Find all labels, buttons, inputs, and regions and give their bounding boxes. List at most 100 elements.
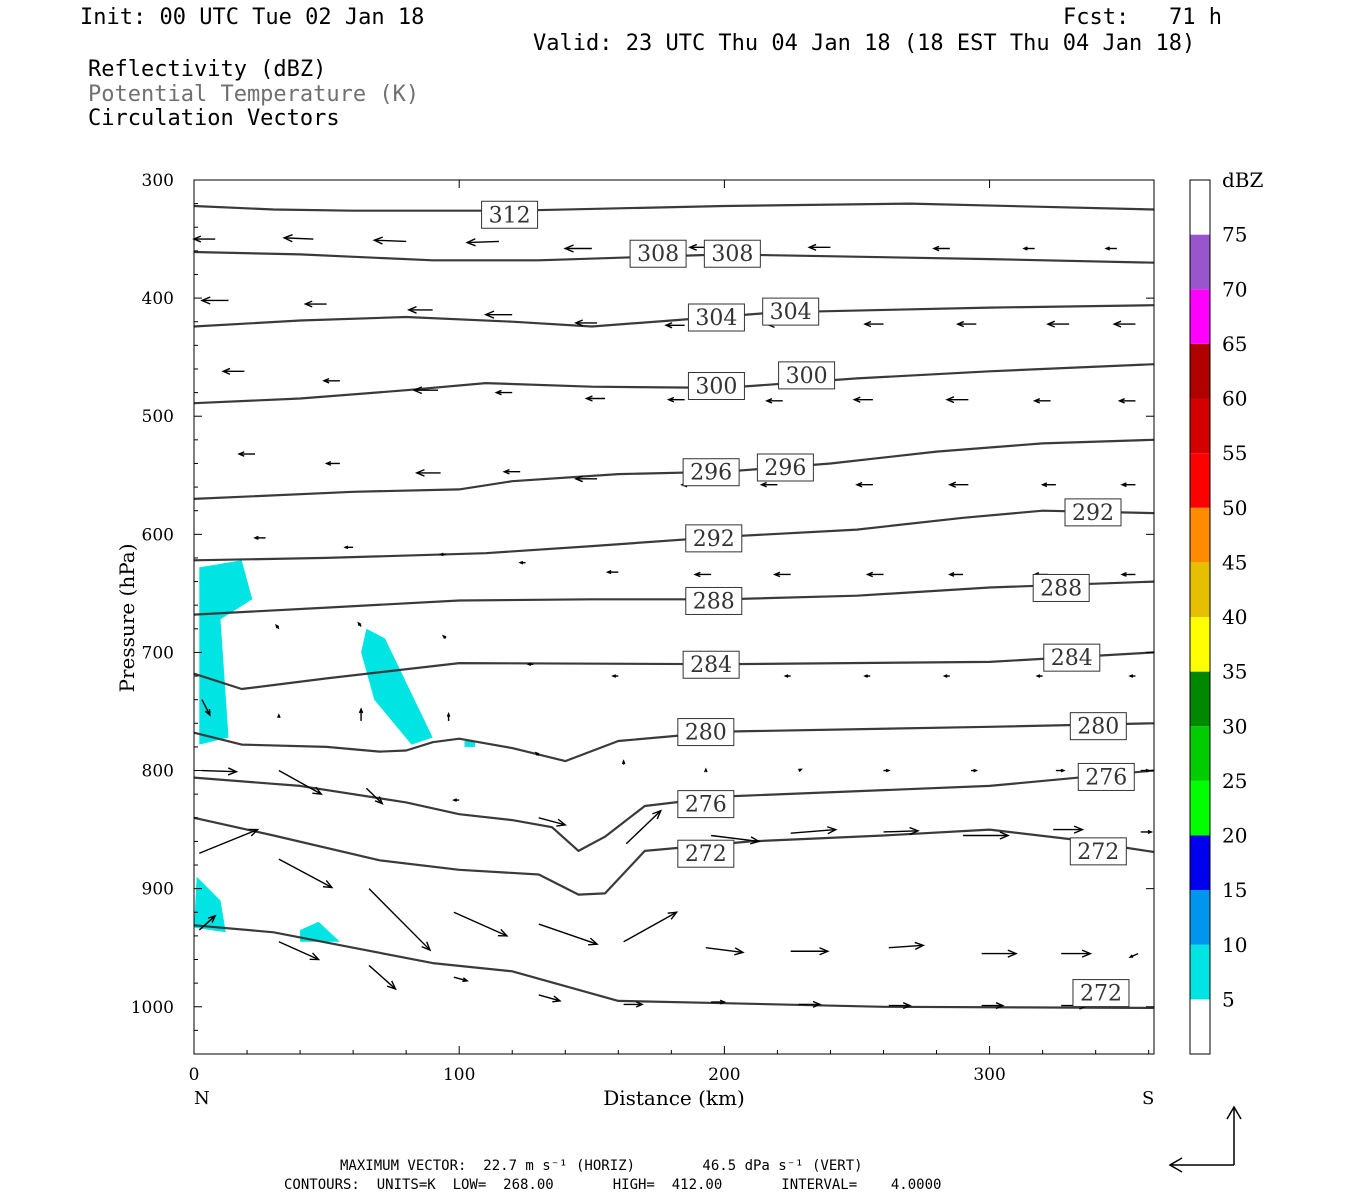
circulation-vector	[368, 964, 397, 991]
y-tick-label: 700	[142, 643, 174, 663]
theta-contour-312-0	[193, 202, 1155, 212]
circulation-vector	[453, 911, 509, 937]
theta-contour-300-3	[193, 363, 1155, 405]
plot-frame	[193, 179, 1155, 1055]
circulation-vector	[343, 545, 354, 550]
circulation-vector	[324, 461, 340, 466]
circulation-vector	[888, 941, 926, 951]
circulation-vector	[1061, 949, 1093, 958]
colorbar-segment	[1190, 944, 1210, 1000]
circulation-vector	[666, 396, 685, 403]
circulation-vector	[971, 768, 979, 773]
y-tick-label: 600	[142, 525, 174, 545]
colorbar: 5 10 15 20 25 30 35 40 45 50 55 60 65 70 75	[1189, 179, 1247, 1055]
circulation-vector	[483, 310, 513, 319]
y-tick-label: 500	[142, 407, 174, 427]
y-tick-label: 1000	[131, 998, 174, 1018]
circulation-vector	[963, 831, 1010, 840]
theta-label-280: 280	[685, 721, 727, 746]
circulation-vector	[798, 768, 803, 773]
colorbar-segment	[1190, 671, 1210, 727]
circulation-vector	[200, 296, 229, 305]
theta-label-box-296	[756, 453, 814, 482]
circulation-vector	[1128, 674, 1136, 678]
colorbar-segment	[1190, 999, 1210, 1054]
x-tick-label: 200	[708, 1065, 740, 1085]
y-tick-label: 300	[142, 171, 174, 191]
circulation-vector	[605, 570, 619, 575]
circulation-vector	[693, 571, 712, 578]
colorbar-segment	[1190, 289, 1210, 344]
circulation-vector	[623, 1001, 644, 1008]
endpoint-north: N	[194, 1088, 210, 1109]
circulation-vector	[412, 386, 438, 395]
circulation-vector	[502, 468, 521, 475]
theta-label-box-300	[778, 361, 836, 390]
reference-vector-glyph	[1168, 1105, 1242, 1173]
field-label-reflectivity: Reflectivity (dBZ)	[88, 57, 327, 82]
theta-label-box-296	[682, 458, 740, 487]
theta-contour-284-7	[193, 651, 1155, 691]
colorbar-tick-label: 40	[1222, 605, 1247, 629]
theta-label-288: 288	[693, 589, 735, 614]
circulation-vector	[253, 535, 266, 540]
field-label-vectors: Circulation Vectors	[88, 106, 340, 131]
theta-label-304: 304	[770, 300, 812, 325]
circulation-vector	[414, 469, 441, 477]
theta-label-box-304	[687, 303, 745, 332]
colorbar-segment	[1190, 507, 1210, 563]
theta-label-box-276	[1077, 762, 1135, 791]
theta-label-box-304	[762, 297, 820, 326]
circulation-vector	[932, 245, 950, 252]
colorbar-segment	[1190, 453, 1210, 508]
theta-label-272: 272	[1080, 982, 1122, 1007]
theta-contour-272-10	[193, 816, 1155, 896]
theta-label-292: 292	[1072, 501, 1114, 526]
theta-label-308: 308	[637, 242, 679, 267]
theta-contour-288-6	[193, 580, 1155, 616]
colorbar-segment	[1190, 835, 1210, 891]
circulation-vector	[1032, 398, 1051, 404]
endpoint-south: S	[1142, 1088, 1154, 1109]
circulation-vector	[574, 475, 598, 483]
theta-label-272: 272	[1077, 840, 1119, 865]
circulation-vector	[538, 817, 568, 827]
vectors-layer	[192, 234, 1154, 1010]
circulation-vector	[790, 826, 838, 835]
y-tick-label: 800	[142, 762, 174, 782]
circulation-vector	[790, 947, 830, 956]
circulation-vector	[863, 320, 884, 328]
theta-contour-304-2	[193, 304, 1155, 328]
circulation-vector	[278, 858, 334, 889]
theta-label-296: 296	[764, 456, 806, 481]
axes-layer: 300 400 500 600 700 800 900 1000 0 100 200 300	[131, 171, 1154, 1085]
circulation-vector	[526, 662, 534, 667]
theta-label-304: 304	[695, 306, 737, 331]
circulation-vector	[798, 1000, 822, 1008]
circulation-vector	[711, 834, 761, 845]
reflectivity-layer	[194, 560, 476, 942]
circulation-vector	[1128, 952, 1139, 958]
circulation-vector	[1120, 482, 1136, 488]
circulation-vector	[948, 572, 964, 577]
circulation-vector	[855, 481, 873, 488]
circulation-vector	[303, 300, 327, 308]
colorbar-segment	[1190, 343, 1210, 399]
circulation-vector	[942, 674, 950, 678]
circulation-vector	[948, 481, 969, 488]
circulation-vector	[888, 1002, 912, 1010]
circulation-vector	[1035, 674, 1043, 678]
theta-label-296: 296	[690, 461, 732, 486]
x-axis-label: Distance (km)	[603, 1086, 745, 1110]
colorbar-segment	[1190, 180, 1210, 235]
theta-label-312: 312	[489, 203, 531, 228]
circulation-vector	[201, 699, 211, 717]
theta-label-308: 308	[711, 242, 753, 267]
circulation-vector	[538, 923, 599, 946]
circulation-vector	[1112, 320, 1136, 328]
circulation-vector	[1117, 398, 1136, 404]
circulation-vector	[1120, 572, 1136, 577]
theta-label-box-312	[481, 200, 539, 229]
theta-label-box-288	[1032, 573, 1090, 602]
theta-label-272: 272	[685, 842, 727, 867]
